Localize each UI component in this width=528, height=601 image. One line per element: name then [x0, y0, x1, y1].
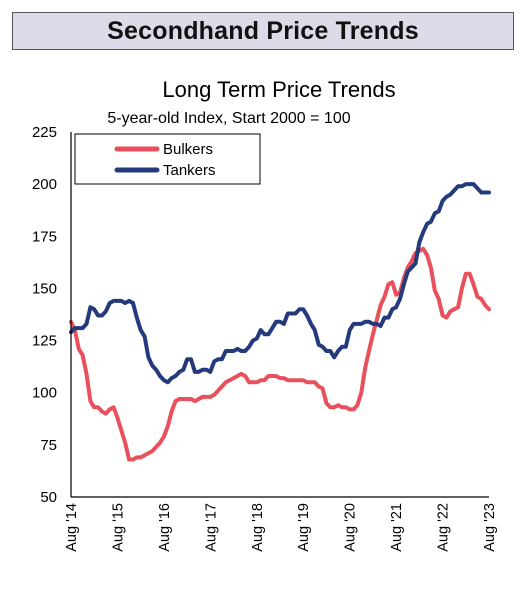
- x-tick-label: Aug '20: [343, 503, 359, 552]
- y-axis-tick-labels: 50 75 100 125 150 175 200 225: [32, 124, 57, 506]
- y-tick-label: 175: [32, 228, 57, 245]
- legend: Bulkers Tankers: [74, 133, 261, 185]
- y-tick-label: 225: [32, 124, 57, 141]
- x-tick-label: Aug '17: [203, 503, 219, 552]
- chart-subtitle: 5-year-old Index, Start 2000 = 100: [107, 110, 350, 127]
- y-tick-label: 100: [32, 385, 57, 402]
- x-tick-label: Aug '21: [389, 503, 405, 552]
- y-tick-label: 75: [40, 437, 57, 454]
- x-tick-label: Aug '18: [250, 503, 266, 552]
- banner-title: Secondhand Price Trends: [107, 16, 419, 45]
- x-tick-label: Aug '19: [296, 503, 312, 552]
- y-tick-label: 50: [40, 489, 57, 506]
- x-tick-label: Aug '23: [482, 503, 498, 552]
- banner: Secondhand Price Trends: [12, 12, 514, 50]
- x-tick-label: Aug '14: [64, 503, 80, 552]
- x-axis-tick-labels: Aug '14 Aug '15 Aug '16 Aug '17 Aug '18 Aug '…: [64, 503, 498, 552]
- x-tick-label: Aug '15: [110, 503, 126, 552]
- legend-label-bulkers: Bulkers: [163, 141, 213, 158]
- series-line-tankers: [69, 182, 491, 385]
- legend-box: [74, 133, 261, 185]
- y-tick-label: 200: [32, 176, 57, 193]
- x-tick-label: Aug '22: [436, 503, 452, 552]
- x-tick-label: Aug '16: [157, 503, 173, 552]
- series-line-bulkers: [69, 246, 491, 462]
- chart-title: Long Term Price Trends: [162, 77, 395, 102]
- series-layer: [69, 182, 491, 462]
- y-tick-label: 150: [32, 280, 57, 297]
- y-tick-label: 125: [32, 333, 57, 350]
- legend-label-tankers: Tankers: [163, 162, 216, 179]
